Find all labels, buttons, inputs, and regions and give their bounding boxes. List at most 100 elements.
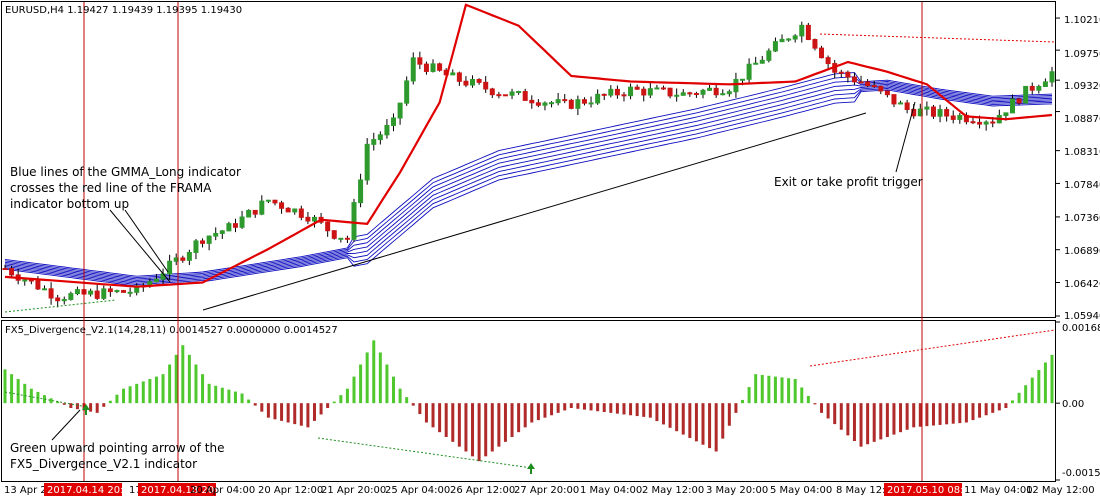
histogram-bar xyxy=(767,375,771,404)
histogram-bar xyxy=(859,403,863,447)
candle-body xyxy=(779,38,785,43)
histogram-bar xyxy=(424,403,428,423)
candle-body xyxy=(766,50,772,61)
annotation-pointer xyxy=(109,209,171,283)
trend-line xyxy=(202,112,867,311)
candle-body xyxy=(200,240,206,244)
time-label: 20 Apr 04:00 xyxy=(190,485,255,496)
candle-body xyxy=(680,92,686,96)
histogram-bar xyxy=(773,376,777,404)
histogram-bar xyxy=(89,403,93,412)
candle-body xyxy=(417,57,423,65)
histogram-bar xyxy=(708,403,712,449)
candle-body xyxy=(292,208,298,213)
histogram-bar xyxy=(29,388,33,404)
histogram-bar xyxy=(312,403,316,421)
histogram-bar xyxy=(95,403,99,413)
candle-body xyxy=(608,88,614,96)
histogram-bar xyxy=(115,394,119,404)
candle-body xyxy=(496,94,502,97)
histogram-bar xyxy=(280,403,284,421)
time-label: 26 Apr 12:00 xyxy=(450,485,515,496)
time-label-highlight xyxy=(138,483,216,496)
histogram-bar xyxy=(260,403,264,412)
candle-body xyxy=(786,38,792,41)
candle-body xyxy=(213,232,219,237)
histogram-bar xyxy=(1030,377,1034,404)
time-label: 13 Apr 20 xyxy=(4,485,53,496)
candle-body xyxy=(555,99,561,104)
histogram-bar xyxy=(286,403,290,423)
candle-body xyxy=(456,72,462,82)
histogram-bar xyxy=(187,354,191,404)
osc-tick: 0.00 xyxy=(1062,399,1084,410)
histogram-bar xyxy=(629,403,633,416)
candle-body xyxy=(259,200,265,215)
candle-body xyxy=(483,81,489,90)
candle-body xyxy=(311,216,317,222)
time-label: 25 Apr 04:00 xyxy=(385,485,450,496)
histogram-bar xyxy=(392,376,396,404)
histogram-bar xyxy=(530,403,534,423)
histogram-bar xyxy=(299,403,303,426)
histogram-bar xyxy=(253,403,257,406)
time-label-highlight xyxy=(884,483,962,496)
candle-body xyxy=(838,71,844,74)
candle-body xyxy=(391,117,397,126)
candle-body xyxy=(647,88,653,96)
histogram-bar xyxy=(141,381,145,404)
vertical-signal-lines xyxy=(83,2,923,481)
osc-tick: 0.00168 xyxy=(1062,323,1100,334)
histogram-bar xyxy=(517,403,521,433)
histogram-bar xyxy=(398,388,402,404)
time-label-highlighted: 2017.04.18 20:00 xyxy=(141,485,230,496)
histogram-bar xyxy=(503,403,507,442)
candle-body xyxy=(88,290,94,295)
histogram-bar xyxy=(833,403,837,425)
annotation-gmma-line1: Blue lines of the GMMA_Long indicator xyxy=(10,165,241,179)
candle-body xyxy=(404,80,410,104)
candle-body xyxy=(226,223,232,232)
histogram-bar xyxy=(497,403,501,447)
histogram-bar xyxy=(1017,392,1021,404)
candle-body xyxy=(944,109,950,117)
histogram-bar xyxy=(866,403,870,445)
candle-body xyxy=(759,59,765,64)
histogram-bar xyxy=(820,403,824,413)
histogram-bar xyxy=(721,403,725,439)
annotation-arrow-line1: Green upward pointing arrow of the xyxy=(10,441,224,455)
candle-body xyxy=(930,106,936,117)
histogram-bar xyxy=(477,403,481,462)
candle-body xyxy=(252,209,258,215)
candle-body xyxy=(542,102,548,106)
histogram-bar xyxy=(464,403,468,452)
histogram-bar xyxy=(563,403,567,411)
histogram-bar xyxy=(102,403,106,407)
oscillator-axis: 0.00168 0.00 -0.00159 xyxy=(1062,323,1100,479)
histogram-bar xyxy=(852,403,856,442)
histogram-bar xyxy=(339,395,343,404)
candle-body xyxy=(153,278,159,283)
candle-body xyxy=(430,63,436,72)
histogram-bar xyxy=(194,364,198,404)
histogram-bar xyxy=(971,403,975,421)
candle-body xyxy=(588,102,594,105)
candle-body xyxy=(516,91,522,94)
histogram-bar xyxy=(602,403,606,413)
histogram-bar xyxy=(319,403,323,415)
candle-body xyxy=(581,99,587,104)
histogram-bar xyxy=(550,403,554,416)
candle-body xyxy=(28,279,34,282)
candle-body xyxy=(740,78,746,81)
oscillator-panel-frame xyxy=(1,320,1056,482)
candle-body xyxy=(634,86,640,90)
candle-body xyxy=(55,297,61,302)
histogram-bar xyxy=(793,379,797,404)
histogram-bar xyxy=(800,387,804,404)
time-label: 17 xyxy=(129,485,142,496)
histogram-bar xyxy=(569,403,573,409)
candle-body xyxy=(265,199,271,202)
candle-body xyxy=(351,202,357,240)
histogram-bar xyxy=(484,403,488,457)
